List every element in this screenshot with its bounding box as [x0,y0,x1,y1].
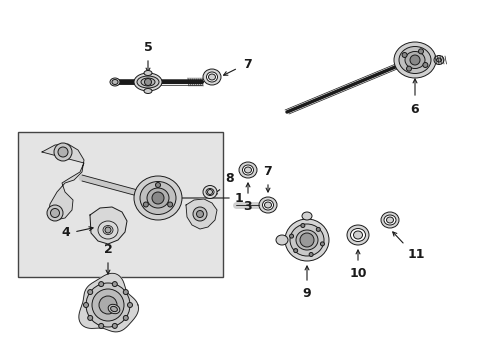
Text: 11: 11 [407,248,425,261]
Ellipse shape [239,162,257,178]
Ellipse shape [110,306,117,312]
Circle shape [401,53,407,58]
Circle shape [50,208,60,217]
Ellipse shape [203,69,221,85]
Ellipse shape [383,215,395,225]
Circle shape [422,63,427,68]
Ellipse shape [143,71,152,76]
Circle shape [86,283,130,327]
Circle shape [143,202,148,207]
Ellipse shape [143,89,152,94]
Ellipse shape [353,231,362,239]
Ellipse shape [137,76,159,88]
Circle shape [308,252,312,256]
Circle shape [99,296,117,314]
Text: 5: 5 [143,41,152,54]
Circle shape [293,249,297,253]
Ellipse shape [393,42,435,78]
Ellipse shape [134,176,182,220]
Ellipse shape [108,304,120,314]
Ellipse shape [140,181,176,215]
Circle shape [83,302,88,307]
Circle shape [87,289,93,294]
Circle shape [289,234,293,238]
Circle shape [409,55,419,65]
Ellipse shape [147,188,169,208]
Ellipse shape [203,185,217,198]
Circle shape [47,205,63,221]
Circle shape [54,143,72,161]
Circle shape [58,147,68,157]
Circle shape [99,282,103,287]
Circle shape [167,202,172,207]
Circle shape [105,227,111,233]
Ellipse shape [259,197,276,213]
Text: 6: 6 [410,103,418,116]
Text: 3: 3 [243,200,252,213]
Ellipse shape [380,212,398,228]
Circle shape [99,323,103,328]
Circle shape [155,183,160,188]
Circle shape [193,207,206,221]
Ellipse shape [205,189,214,195]
Ellipse shape [207,189,212,194]
Ellipse shape [436,58,441,62]
Circle shape [300,224,304,228]
Polygon shape [185,199,217,229]
Ellipse shape [208,74,215,80]
Text: 4: 4 [61,225,70,238]
Ellipse shape [302,212,311,220]
Ellipse shape [398,46,430,73]
Circle shape [152,192,163,204]
Ellipse shape [244,167,251,173]
Circle shape [87,315,93,320]
Circle shape [123,289,128,294]
Text: 7: 7 [263,165,272,178]
Circle shape [418,49,423,54]
Circle shape [316,228,320,231]
Ellipse shape [346,225,368,245]
Circle shape [127,302,132,307]
Text: 1: 1 [235,192,243,204]
Ellipse shape [350,229,365,242]
Ellipse shape [141,78,155,86]
Ellipse shape [386,217,393,223]
Circle shape [123,315,128,320]
Polygon shape [79,273,138,332]
Text: 8: 8 [224,172,233,185]
Ellipse shape [264,202,271,208]
Text: 7: 7 [243,58,251,72]
Text: 2: 2 [103,243,112,256]
Circle shape [320,242,324,246]
Ellipse shape [206,72,217,82]
Circle shape [196,211,203,217]
Circle shape [299,233,313,247]
Ellipse shape [242,165,253,175]
Text: 10: 10 [348,267,366,280]
Circle shape [144,78,151,85]
Ellipse shape [289,224,324,256]
Ellipse shape [285,219,328,261]
Circle shape [112,323,117,328]
Ellipse shape [134,73,162,91]
Polygon shape [90,207,127,244]
Ellipse shape [433,55,443,64]
Polygon shape [42,144,84,220]
Text: 9: 9 [302,287,311,300]
Ellipse shape [110,78,120,86]
Ellipse shape [262,200,273,210]
Ellipse shape [295,230,317,250]
Ellipse shape [275,235,287,245]
Circle shape [112,282,117,287]
Ellipse shape [112,80,118,85]
Circle shape [92,289,124,321]
Circle shape [406,66,411,71]
FancyBboxPatch shape [18,132,223,277]
Ellipse shape [404,51,424,68]
